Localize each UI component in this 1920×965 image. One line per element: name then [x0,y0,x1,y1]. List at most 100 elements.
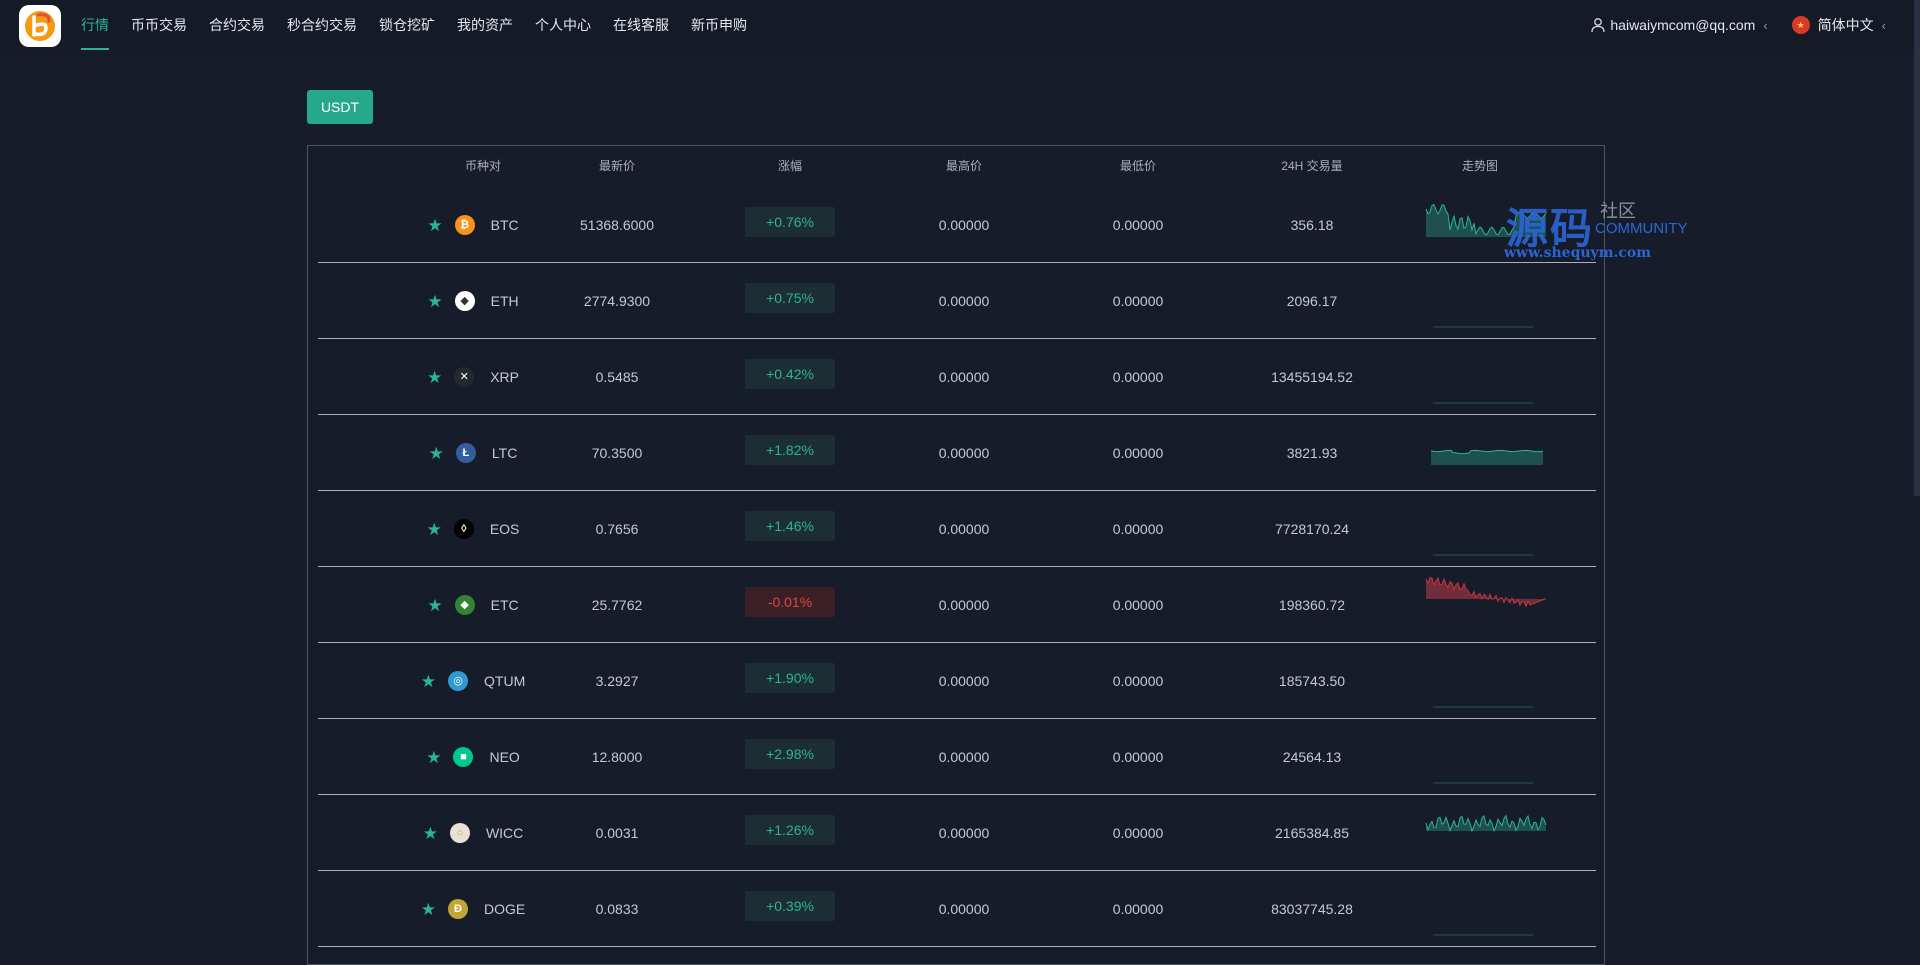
last-price-cell: 0.0031 [595,825,639,841]
china-flag-icon: ★ [1791,16,1810,34]
sparkline-chart [1433,554,1533,556]
favorite-star-icon[interactable]: ★ [427,291,443,311]
last-price-cell: 70.3500 [591,445,643,461]
nav-item-8[interactable]: 新币申购 [691,17,747,33]
market-row[interactable]: ★ ◆ ETH 2774.9300 0.00000 0.00000 2096.17 +0.75… [318,263,1596,339]
favorite-star-icon[interactable]: ★ [426,367,443,387]
xrp-icon: ✕ [454,367,475,387]
market-row[interactable]: ★ ₿ BTC 51368.6000 0.00000 0.00000 356.18 +0.76… [318,187,1596,263]
language-label: 简体中文 [1817,17,1874,33]
low-price-cell: 0.00000 [1112,597,1164,613]
low-price-cell: 0.00000 [1112,369,1164,385]
header-right: haiwaiymcom@qq.com ‹ ★ 简体中文 ‹ [1590,0,1892,50]
nav-item-0[interactable]: 行情 [81,0,109,50]
last-price-cell: 0.7656 [595,521,639,537]
chevron-left-icon: ‹ [1763,17,1768,33]
neo-icon: ■ [453,747,474,767]
low-price-cell: 0.00000 [1112,217,1164,233]
low-price-cell: 0.00000 [1112,901,1164,917]
change-badge: +2.98% [745,739,835,769]
last-price-cell: 2774.9300 [583,293,651,309]
favorite-star-icon[interactable]: ★ [420,899,436,919]
low-price-cell: 0.00000 [1112,825,1164,841]
watermark-side: 社区 [1600,201,1636,221]
favorite-star-icon[interactable]: ★ [426,519,442,539]
market-row[interactable]: ★ ◊ EOS 0.7656 0.00000 0.00000 7728170.24 +1.46… [318,491,1596,567]
low-price-cell: 0.00000 [1112,749,1164,765]
high-price-cell: 0.00000 [938,217,990,233]
sparkline-chart [1425,576,1547,608]
user-menu[interactable]: haiwaiymcom@qq.com ‹ [1590,17,1773,33]
sparkline-line [1425,203,1547,236]
low-price-cell: 0.00000 [1112,521,1164,537]
col-last-price: 最新价 [598,159,635,173]
nav-item-3[interactable]: 秒合约交易 [287,17,357,33]
pair-symbol: NEO [489,749,520,765]
pair-cell: ★ ◊ EOS [358,491,588,567]
nav-item-1[interactable]: 币币交易 [131,17,187,33]
sparkline-area [1431,450,1543,465]
change-badge: +0.76% [745,207,835,237]
nav-item-6[interactable]: 个人中心 [535,17,591,33]
volume-cell: 24564.13 [1282,749,1342,765]
pair-cell: ★ Ð DOGE [358,871,588,947]
volume-cell: 185743.50 [1278,673,1346,689]
col-low: 最低价 [1119,159,1156,173]
high-price-cell: 0.00000 [938,445,990,461]
change-badge: -0.01% [745,587,835,617]
col-high: 最高价 [945,159,982,173]
last-price-cell: 12.8000 [591,749,643,765]
col-change: 涨幅 [777,159,802,173]
logo-mark-icon [25,11,55,41]
change-badge: +0.75% [745,283,835,313]
eos-icon: ◊ [453,519,474,539]
sparkline-chart [1433,934,1533,936]
page-scrollbar[interactable] [1914,0,1920,496]
market-table: 币种对 最新价 涨幅 最高价 最低价 24H 交易量 走势图 ★ ₿ BTC 5136… [307,145,1605,965]
sparkline-chart [1433,706,1533,708]
volume-cell: 198360.72 [1278,597,1346,613]
nav-item-7[interactable]: 在线客服 [613,17,669,33]
language-selector[interactable]: ★ 简体中文 ‹ [1791,15,1892,35]
pair-cell: ★ ○ WICC [358,795,588,871]
pair-symbol: LTC [491,445,518,461]
favorite-star-icon[interactable]: ★ [422,823,438,843]
quote-tab-usdt[interactable]: USDT [307,90,373,124]
high-price-cell: 0.00000 [938,597,990,613]
favorite-star-icon[interactable]: ★ [427,215,443,235]
sparkline-area [1426,577,1546,607]
market-row[interactable]: ★ ○ WICC 0.0031 0.00000 0.00000 2165384.85 +1.2… [318,795,1596,871]
last-price-cell: 0.0833 [595,901,639,917]
table-header: 币种对 最新价 涨幅 最高价 最低价 24H 交易量 走势图 [308,146,1604,186]
nav-item-4[interactable]: 锁仓挖矿 [379,17,435,33]
high-price-cell: 0.00000 [938,369,990,385]
pair-cell: ★ ■ NEO [358,719,588,795]
favorite-star-icon[interactable]: ★ [420,671,437,691]
row-divider [318,946,1596,947]
market-row[interactable]: ★ ◆ ETC 25.7762 0.00000 0.00000 198360.72 -0.01… [318,567,1596,643]
change-badge: +0.39% [745,891,835,921]
pair-symbol: ETH [490,293,519,309]
market-row[interactable]: ★ Ł LTC 70.3500 0.00000 0.00000 3821.93 +1.82% [318,415,1596,491]
market-row[interactable]: ★ ◎ QTUM 3.2927 0.00000 0.00000 185743.50 +1.90… [318,643,1596,719]
nav-item-2[interactable]: 合约交易 [209,17,265,33]
sparkline-line [1425,814,1547,833]
col-volume: 24H 交易量 [1281,159,1343,173]
market-row[interactable]: ★ Ð DOGE 0.0833 0.00000 0.00000 83037745.28 +0.… [318,871,1596,947]
last-price-cell: 51368.6000 [580,217,654,233]
favorite-star-icon[interactable]: ★ [428,443,444,463]
pair-cell: ★ ◎ QTUM [358,643,588,719]
market-row[interactable]: ★ ✕ XRP 0.5485 0.00000 0.00000 13455194.52 +0.4… [318,339,1596,415]
brand-logo[interactable] [19,5,61,47]
favorite-star-icon[interactable]: ★ [427,595,443,615]
market-row[interactable]: ★ ■ NEO 12.8000 0.00000 0.00000 24564.13 +2.98% [318,719,1596,795]
favorite-star-icon[interactable]: ★ [426,747,442,767]
pair-symbol: EOS [489,521,520,537]
volume-cell: 3821.93 [1286,445,1338,461]
volume-cell: 356.18 [1290,217,1334,233]
nav-item-5[interactable]: 我的资产 [457,17,513,33]
row-divider [318,642,1596,643]
sparkline-line [1430,449,1544,455]
row-divider [318,794,1596,795]
high-price-cell: 0.00000 [938,901,990,917]
